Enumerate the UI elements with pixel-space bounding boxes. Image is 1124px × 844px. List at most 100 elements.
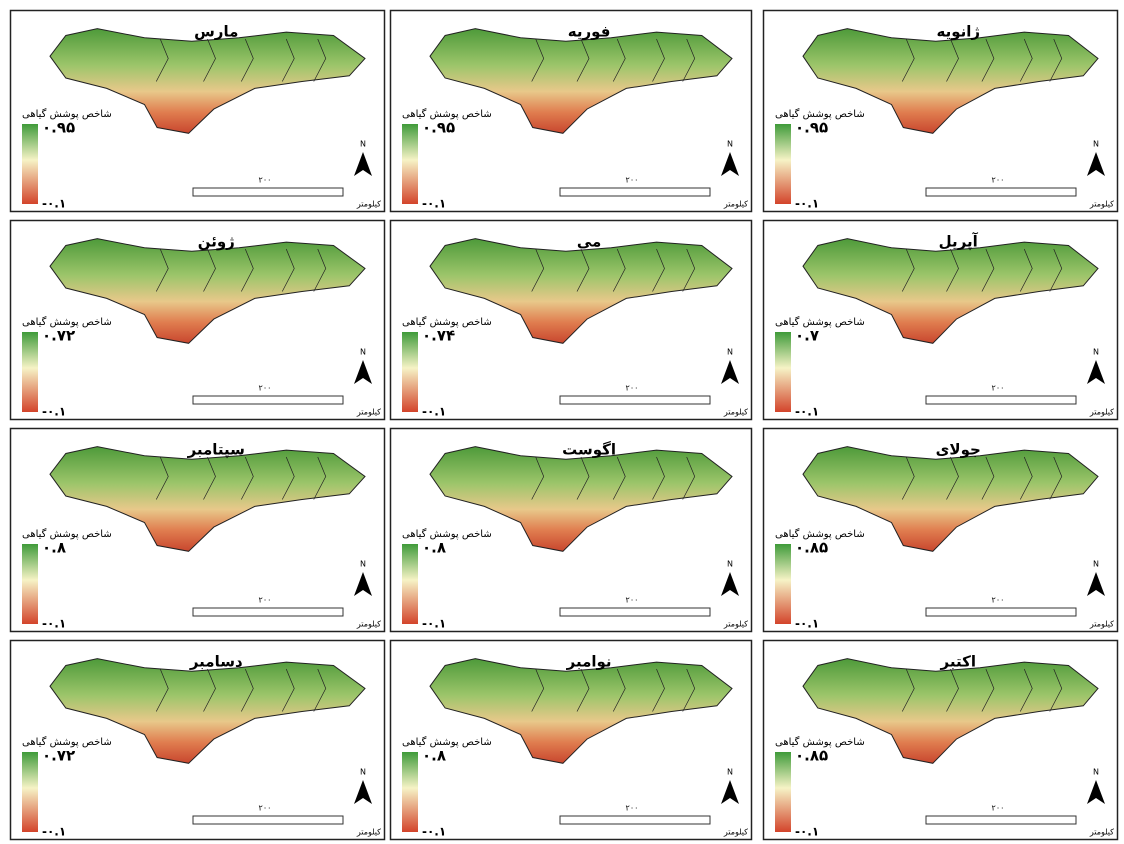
scale-bar bbox=[560, 396, 710, 404]
scale-value: ۲۰۰ bbox=[259, 384, 272, 393]
north-label: N bbox=[727, 560, 733, 569]
scale-unit: کیلومتر bbox=[1089, 408, 1114, 417]
legend-min: -۰.۱ bbox=[795, 405, 819, 419]
legend-ramp bbox=[22, 124, 38, 204]
scale-unit: کیلومتر bbox=[723, 408, 748, 417]
legend-max: ۰.۹۵ bbox=[795, 119, 828, 137]
scale-value: ۲۰۰ bbox=[992, 804, 1005, 813]
north-label: N bbox=[360, 560, 366, 569]
north-label: N bbox=[727, 140, 733, 149]
legend-ramp bbox=[402, 124, 418, 204]
panel-title: سپتامبر bbox=[187, 441, 245, 460]
legend-min: -۰.۱ bbox=[42, 405, 66, 419]
legend-ramp bbox=[402, 544, 418, 624]
legend-min: -۰.۱ bbox=[422, 825, 446, 839]
scale-bar bbox=[926, 396, 1076, 404]
legend-max: ۰.۸ bbox=[422, 747, 446, 765]
scale-value: ۲۰۰ bbox=[259, 176, 272, 185]
legend-title: شاخص پوشش گیاهی bbox=[22, 528, 112, 540]
north-label: N bbox=[360, 140, 366, 149]
panel-title: جولای bbox=[936, 441, 981, 459]
scale-value: ۲۰۰ bbox=[626, 804, 639, 813]
scale-unit: کیلومتر bbox=[1089, 620, 1114, 629]
map-panel: سپتامبر شاخص پوشش گیاهی۰.۸ -۰.۱ N ۲۰۰ کیلومتر bbox=[11, 429, 385, 632]
legend-min: -۰.۱ bbox=[795, 617, 819, 631]
scale-unit: کیلومتر bbox=[1089, 200, 1114, 209]
legend-min: -۰.۱ bbox=[42, 825, 66, 839]
legend-max: ۰.۷۲ bbox=[42, 327, 75, 345]
scale-bar bbox=[926, 188, 1076, 196]
scale-unit: کیلومتر bbox=[723, 828, 748, 837]
scale-value: ۲۰۰ bbox=[259, 596, 272, 605]
panel-title: فوریه bbox=[568, 23, 611, 41]
panel-title: ژوئن bbox=[198, 233, 235, 251]
legend-min: -۰.۱ bbox=[422, 197, 446, 211]
map-panel: آپریل شاخص پوشش گیاهی۰.۷ -۰.۱ N ۲۰۰ کیلومتر bbox=[764, 221, 1118, 420]
scale-bar bbox=[193, 396, 343, 404]
scale-unit: کیلومتر bbox=[723, 620, 748, 629]
panel-title: اکتبر bbox=[940, 653, 976, 671]
legend-max: ۰.۷۲ bbox=[42, 747, 75, 765]
scale-bar bbox=[926, 608, 1076, 616]
north-label: N bbox=[1093, 768, 1099, 777]
scale-value: ۲۰۰ bbox=[626, 596, 639, 605]
legend-min: -۰.۱ bbox=[42, 197, 66, 211]
legend-max: ۰.۹۵ bbox=[42, 119, 75, 137]
legend-ramp bbox=[402, 752, 418, 832]
legend-ramp bbox=[22, 332, 38, 412]
legend-max: ۰.۸۵ bbox=[795, 747, 828, 765]
legend-title: شاخص پوشش گیاهی bbox=[775, 316, 865, 328]
scale-unit: کیلومتر bbox=[356, 620, 381, 629]
legend-max: ۰.۹۵ bbox=[422, 119, 455, 137]
map-grid: مارس شاخص پوشش گیاهی ۰.۹۵ -۰.۱ N ۲۰۰ کیلومتر فو… bbox=[0, 0, 1124, 844]
legend-min: -۰.۱ bbox=[795, 197, 819, 211]
panel-title: مارس bbox=[194, 23, 238, 41]
scale-value: ۲۰۰ bbox=[992, 596, 1005, 605]
scale-value: ۲۰۰ bbox=[992, 384, 1005, 393]
legend-ramp bbox=[22, 544, 38, 624]
legend-ramp bbox=[22, 752, 38, 832]
scale-unit: کیلومتر bbox=[723, 200, 748, 209]
map-panel: اکتبرشاخص پوشش گیاهی۰.۸۵-۰.۱N۲۰۰کیلومتر bbox=[764, 641, 1118, 840]
panel-title: ژانویه bbox=[936, 23, 980, 41]
scale-unit: کیلومتر bbox=[1089, 828, 1114, 837]
map-panel: میشاخص پوشش گیاهی۰.۷۴-۰.۱N۲۰۰کیلومتر bbox=[391, 221, 752, 420]
scale-bar bbox=[193, 188, 343, 196]
north-label: N bbox=[727, 348, 733, 357]
legend-title: شاخص پوشش گیاهی bbox=[402, 736, 492, 748]
panel-title: آپریل bbox=[939, 233, 979, 252]
north-label: N bbox=[1093, 348, 1099, 357]
scale-unit: کیلومتر bbox=[356, 200, 381, 209]
legend-max: ۰.۸۵ bbox=[795, 539, 828, 557]
legend-ramp bbox=[402, 332, 418, 412]
legend-ramp bbox=[775, 124, 791, 204]
panel-title: اگوست bbox=[562, 441, 616, 459]
legend-min: -۰.۱ bbox=[422, 617, 446, 631]
scale-value: ۲۰۰ bbox=[992, 176, 1005, 185]
legend-ramp bbox=[775, 544, 791, 624]
legend-max: ۰.۸ bbox=[42, 539, 66, 557]
scale-value: ۲۰۰ bbox=[259, 804, 272, 813]
scale-value: ۲۰۰ bbox=[626, 176, 639, 185]
legend-max: ۰.۷ bbox=[795, 327, 819, 345]
legend-title: شاخص پوشش گیاهی bbox=[402, 528, 492, 540]
north-label: N bbox=[1093, 140, 1099, 149]
legend-min: -۰.۱ bbox=[42, 617, 66, 631]
panel-title: نوامبر bbox=[566, 653, 612, 671]
north-label: N bbox=[1093, 560, 1099, 569]
legend-ramp bbox=[775, 332, 791, 412]
scale-value: ۲۰۰ bbox=[626, 384, 639, 393]
legend-min: -۰.۱ bbox=[422, 405, 446, 419]
north-label: N bbox=[360, 768, 366, 777]
scale-bar bbox=[560, 816, 710, 824]
north-label: N bbox=[360, 348, 366, 357]
panel-title: می bbox=[577, 233, 601, 251]
scale-unit: کیلومتر bbox=[356, 828, 381, 837]
